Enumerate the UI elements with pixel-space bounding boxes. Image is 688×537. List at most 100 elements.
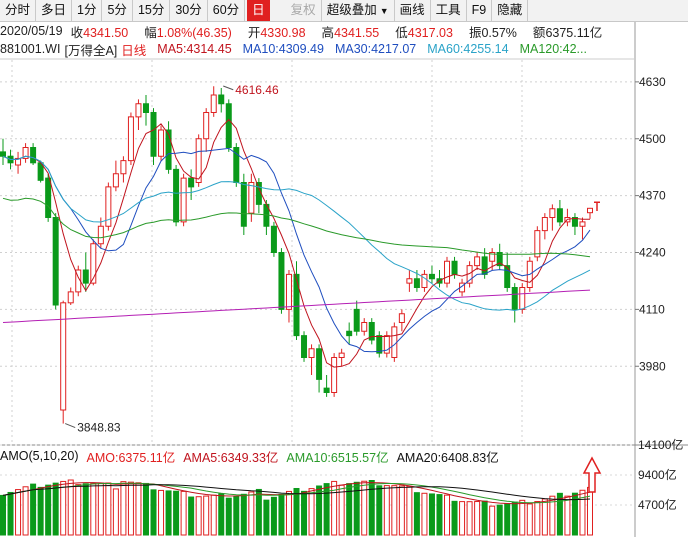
toolbar-1min-button[interactable]: 1分 <box>72 0 103 21</box>
volume-bar <box>248 491 255 536</box>
volume-bar <box>391 485 398 536</box>
candle-body <box>52 217 59 306</box>
change-value: 1.08%(46.35) <box>156 25 232 40</box>
change-label: 幅 <box>144 25 157 40</box>
candle-body <box>346 330 353 337</box>
volume-bar <box>301 490 308 536</box>
candle-body <box>316 348 323 380</box>
volume-bar <box>436 494 443 536</box>
low-value: 4317.03 <box>407 25 453 40</box>
toolbar-label: 日 <box>252 3 265 17</box>
toolbar-label: 工具 <box>435 3 461 17</box>
toolbar-draw-line-button[interactable]: 画线 <box>395 0 431 21</box>
volume-bar <box>60 480 67 536</box>
volume-bar <box>165 490 172 536</box>
volume-legend: AMO(5,10,20) AMO:6375.11亿 AMA5:6349.33亿 … <box>0 447 600 465</box>
volume-bar <box>225 497 232 536</box>
candle-body <box>255 182 262 205</box>
volume-bar <box>203 495 210 536</box>
candle-body <box>188 177 195 188</box>
candle-body <box>270 225 277 253</box>
volume-bar <box>82 483 89 536</box>
toolbar-hide-button[interactable]: 隐藏 <box>492 0 529 21</box>
volume-bar <box>52 482 59 536</box>
candle-body <box>285 273 292 310</box>
volume-bar <box>105 482 112 536</box>
ma120-line <box>2 289 591 323</box>
candle-body <box>519 287 526 310</box>
volume-bar <box>413 492 420 536</box>
volume-bar <box>331 480 338 536</box>
quote-info-line: 2020/05/19 收4341.50 幅1.08%(46.35) 开4330.… <box>0 22 688 40</box>
toolbar-tools-button[interactable]: 工具 <box>431 0 467 21</box>
volume-bar <box>451 500 458 536</box>
volume-bar <box>120 481 127 536</box>
volume-bar <box>263 499 270 536</box>
volume-bar <box>195 496 202 536</box>
toolbar-label: 分时 <box>5 3 31 17</box>
volume-bar <box>293 487 300 536</box>
toolbar-15min-button[interactable]: 15分 <box>133 0 171 21</box>
candle-body <box>368 322 375 341</box>
candle-body <box>541 217 548 232</box>
toolbar-5min-button[interactable]: 5分 <box>102 0 133 21</box>
candle-body <box>451 260 458 275</box>
ma5-line <box>2 118 591 368</box>
candle-body <box>0 151 6 157</box>
toolbar-60min-button[interactable]: 60分 <box>208 0 246 21</box>
volume-bar <box>0 494 6 536</box>
volume-bar <box>255 488 262 536</box>
volume-bar <box>511 501 518 536</box>
open-label: 开 <box>247 25 261 40</box>
candle-body <box>504 265 511 288</box>
volume-bar <box>556 492 563 536</box>
ama10-line <box>2 482 591 504</box>
index-code: 881001.WI <box>0 42 61 56</box>
toolbar-multi-day-button[interactable]: 多日 <box>36 0 73 21</box>
date-value: 2020/05/19 <box>0 24 63 38</box>
candle-body <box>150 112 157 157</box>
candle-body <box>112 173 119 188</box>
candle-body <box>481 256 488 275</box>
volume-tick-label: 4700亿 <box>638 497 677 512</box>
ma30-line <box>2 155 591 312</box>
open-value: 4330.98 <box>260 25 306 40</box>
volume-bar <box>481 500 488 536</box>
volume-bar <box>240 493 247 536</box>
high-pointer <box>223 85 234 91</box>
toolbar-label: 复权 <box>290 3 316 17</box>
candle-body <box>127 116 134 162</box>
volume-bar <box>368 480 375 536</box>
toolbar-f9-button[interactable]: F9 <box>467 0 493 21</box>
volume-bar <box>127 481 134 536</box>
toolbar-super-overlay-button[interactable]: 超级叠加 ▼ <box>322 0 395 21</box>
high-label: 高 <box>321 25 335 40</box>
toolbar-30min-button[interactable]: 30分 <box>170 0 208 21</box>
volume-bar <box>173 490 180 536</box>
volume-bar <box>474 501 481 536</box>
toolbar-label: 隐藏 <box>497 3 523 17</box>
toolbar-day-intraday-button[interactable]: 分时 <box>0 0 37 21</box>
volume-bar <box>112 488 119 536</box>
candle-body <box>60 302 67 411</box>
volume-bar <box>383 485 390 536</box>
candle-body <box>308 348 315 358</box>
toolbar-label: 画线 <box>399 3 425 17</box>
volume-bar <box>353 481 360 536</box>
candle-body <box>165 129 172 170</box>
candle-body <box>421 273 428 288</box>
candle-body <box>496 252 503 267</box>
volume-bar <box>180 490 187 536</box>
low-annotation: 3848.83 <box>77 421 121 435</box>
candle-body <box>406 278 413 284</box>
volume-bar <box>444 494 451 536</box>
candle-body <box>338 352 345 358</box>
toolbar-adjust-button[interactable]: 复权 <box>286 0 322 21</box>
toolbar-daily-button[interactable]: 日 <box>247 0 270 21</box>
candle-body <box>323 387 330 393</box>
ma10-line <box>2 147 591 353</box>
candle-body <box>428 273 435 280</box>
candle-body <box>413 278 420 288</box>
high-value: 4341.55 <box>334 25 380 40</box>
